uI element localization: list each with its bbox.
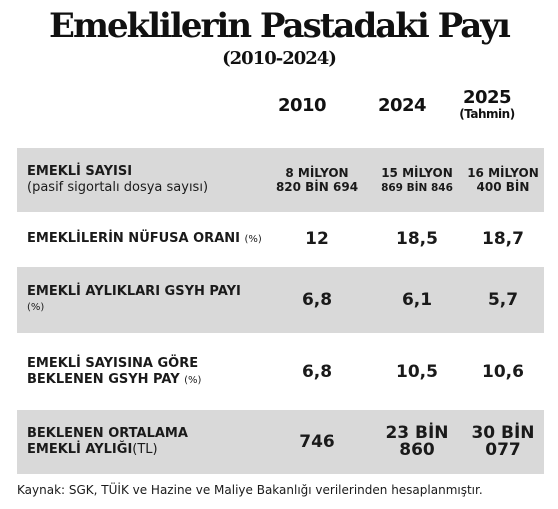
column-header-label: 2024 [377, 95, 427, 116]
row-label: BEKLENEN ORTALAMA EMEKLİ AYLIĞI(TL) [27, 410, 188, 474]
row-label: EMEKLİLERİN NÜFUSA ORANI (%) [27, 216, 262, 262]
row-label-main: EMEKLİ SAYISI [27, 164, 133, 179]
table-row: EMEKLİ AYLIKLARI GSYH PAYI (%) 6,8 6,1 5… [17, 267, 544, 333]
row-label-unit: (%) [244, 233, 262, 245]
column-header-note: (Tahmin) [459, 107, 515, 121]
cell-line-1: 23 BİN [385, 423, 449, 443]
cell-line-1: 746 [299, 431, 335, 452]
cell-line-2: 860 [399, 440, 435, 460]
table-cell: 6,8 [301, 361, 333, 382]
table-cell: 746 [262, 410, 372, 474]
row-label-line-1: BEKLENEN ORTALAMA [27, 426, 188, 441]
column-header-2024: 2024 [362, 97, 442, 115]
cell-line-1: 16 MİLYON [467, 166, 539, 180]
table-row: BEKLENEN ORTALAMA EMEKLİ AYLIĞI(TL) 746 … [17, 410, 544, 474]
cell-line-2: 820 BİN 694 [275, 180, 359, 194]
page-title: Emeklilerin Pastadaki Payı [49, 6, 511, 46]
row-label-unit: (TL) [132, 442, 158, 457]
cell-line-1: 15 MİLYON [381, 165, 453, 180]
row-label-unit: (%) [184, 374, 202, 386]
row-label: EMEKLİ SAYISINA GÖRE BEKLENEN GSYH PAY (… [27, 340, 201, 404]
table-cell: 10,6 [482, 361, 524, 382]
table-cell: 23 BİN 860 [372, 410, 462, 474]
table-cell: 6,1 [401, 289, 433, 310]
row-label-line-2: EMEKLİ AYLIĞI [27, 442, 133, 457]
source-note: Kaynak: SGK, TÜİK ve Hazine ve Maliye Ba… [17, 483, 483, 497]
table-cell: 30 BİN 077 [462, 410, 544, 474]
cell-line-2: 869 BİN 846 [381, 181, 453, 194]
table-row: EMEKLİ SAYISI (pasif sigortalı dosya say… [17, 148, 544, 212]
row-label: EMEKLİ SAYISI (pasif sigortalı dosya say… [27, 148, 208, 212]
row-label-unit: (%) [27, 302, 45, 313]
row-label-main: EMEKLİLERİN NÜFUSA ORANI [27, 230, 240, 246]
column-header-2025: 2025 (Tahmin) [446, 87, 528, 122]
row-label-line-1: EMEKLİ SAYISINA GÖRE [27, 355, 199, 371]
table-row: EMEKLİLERİN NÜFUSA ORANI (%) 12 18,5 18,… [17, 216, 544, 262]
cell-line-1: 30 BİN [471, 423, 535, 443]
table-cell: 18,7 [482, 228, 524, 249]
table-cell: 8 MİLYON 820 BİN 694 [262, 148, 372, 212]
table-cell: 18,5 [396, 228, 438, 249]
cell-line-1: 8 MİLYON [285, 166, 349, 180]
page-subtitle: (2010-2024) [222, 48, 337, 69]
cell-line-2: 400 BİN [476, 180, 530, 194]
table-cell: 10,5 [396, 361, 438, 382]
column-header-label: 2010 [277, 95, 327, 116]
cell-line-2: 077 [485, 440, 521, 460]
table-row: EMEKLİ SAYISINA GÖRE BEKLENEN GSYH PAY (… [17, 340, 544, 404]
table-cell: 12 [305, 228, 329, 249]
table-cell: 16 MİLYON 400 BİN [462, 148, 544, 212]
table-cell: 5,7 [487, 289, 519, 310]
column-header-2010: 2010 [262, 97, 342, 115]
row-label: EMEKLİ AYLIKLARI GSYH PAYI (%) [27, 267, 241, 333]
table-cell: 6,8 [301, 289, 333, 310]
table-cell: 15 MİLYON 869 BİN 846 [372, 148, 462, 212]
row-label-line-2: BEKLENEN GSYH PAY [27, 371, 180, 387]
row-label-main: EMEKLİ AYLIKLARI GSYH PAYI [27, 284, 241, 299]
column-header-label: 2025 [462, 87, 512, 108]
row-label-sub: (pasif sigortalı dosya sayısı) [27, 180, 209, 195]
